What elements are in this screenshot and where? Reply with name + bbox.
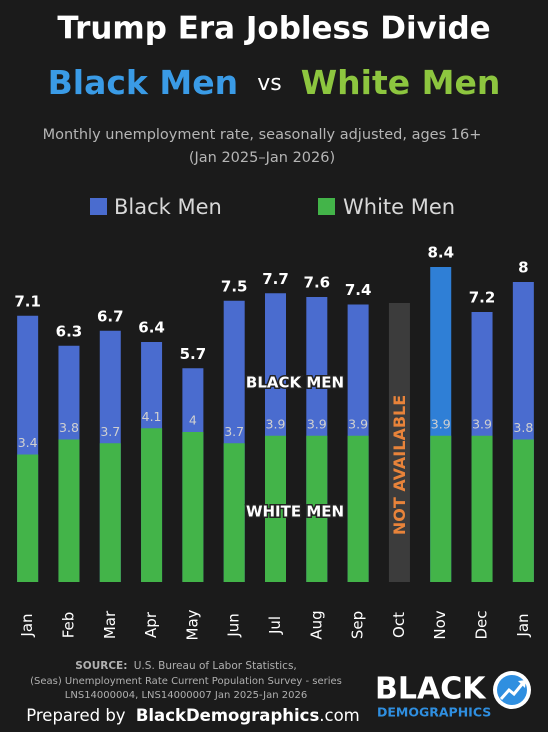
value-label: 3.8 xyxy=(513,420,533,435)
chart-title: Trump Era Jobless Divide xyxy=(57,11,490,47)
x-tick-label: Feb xyxy=(59,612,77,639)
value-label: 7.4 xyxy=(345,281,372,299)
prepared-site: BlackDemographics xyxy=(136,706,320,725)
logo-black: BLACK xyxy=(375,672,487,707)
value-label: 3.8 xyxy=(59,420,79,435)
bar xyxy=(512,439,534,582)
logo-circle xyxy=(497,675,527,705)
bar xyxy=(265,435,286,582)
value-label: 8 xyxy=(518,259,528,277)
prepared-text: Prepared by xyxy=(26,706,126,725)
value-label: 7.7 xyxy=(262,270,289,288)
source-line: U.S. Bureau of Labor Statistics, xyxy=(134,660,297,672)
subtitle-white: White Men xyxy=(301,63,501,102)
x-tick-label: Oct xyxy=(390,612,408,638)
source-line: LNS14000004, LNS14000007 Jan 2025-Jan 20… xyxy=(65,690,307,701)
logo-arrow xyxy=(499,682,525,700)
value-label: 3.9 xyxy=(472,416,492,431)
value-label: 4.1 xyxy=(142,409,162,424)
value-label: 7.6 xyxy=(304,274,331,292)
bar xyxy=(471,435,493,582)
bar xyxy=(99,443,121,582)
bar-annotation: WHITE MEN xyxy=(246,503,344,521)
x-tick-label: Jul xyxy=(266,616,284,635)
source-line: (Seas) Unemployment Rate Current Populat… xyxy=(30,676,342,687)
source: SOURCE: U.S. Bureau of Labor Statistics, xyxy=(75,660,297,672)
value-label: 7.2 xyxy=(469,289,496,307)
x-tick-label: Mar xyxy=(101,610,119,639)
bar xyxy=(141,428,163,582)
value-label: 3.9 xyxy=(431,416,451,431)
note: (Jan 2025–Jan 2026) xyxy=(189,150,335,166)
bar xyxy=(347,435,369,582)
value-label: 7.5 xyxy=(221,277,248,295)
value-label: 3.4 xyxy=(18,435,38,450)
x-tick-label: Sep xyxy=(349,611,367,639)
legend-swatch xyxy=(318,198,335,215)
value-label: 6.7 xyxy=(97,307,124,325)
bar xyxy=(223,443,245,582)
x-tick-label: Nov xyxy=(431,610,449,639)
value-label: 4 xyxy=(189,413,197,428)
value-label: 8.4 xyxy=(427,244,454,262)
value-label: 7.1 xyxy=(14,292,41,310)
legend-label: White Men xyxy=(343,195,455,219)
chart-subtitle: Black Men vs White Men xyxy=(48,63,501,102)
x-tick-label: Aug xyxy=(307,610,325,639)
legend-label: Black Men xyxy=(114,195,222,219)
note: Monthly unemployment rate, seasonally ad… xyxy=(43,127,482,143)
bar xyxy=(306,435,328,582)
value-label: 3.9 xyxy=(348,416,368,431)
value-label: 6.4 xyxy=(138,319,165,337)
not-available-bar xyxy=(388,303,410,582)
value-label: 3.7 xyxy=(100,424,120,439)
bar xyxy=(430,435,452,582)
prepared-domain: .com xyxy=(319,706,360,725)
prepared-by: Prepared by BlackDemographics.com xyxy=(26,706,360,725)
bar xyxy=(58,439,80,582)
bar xyxy=(17,454,39,582)
subtitle-black: Black Men xyxy=(48,63,238,102)
logo-demographics: DEMOGRAPHICS xyxy=(377,705,491,720)
value-label: 3.9 xyxy=(266,416,286,431)
value-label: 6.3 xyxy=(56,322,83,340)
not-available-label: NOT AVAILABLE xyxy=(390,395,409,535)
value-label: 5.7 xyxy=(180,345,207,363)
subtitle-vs: vs xyxy=(257,71,281,96)
plot: Jan 7.1 3.4 Feb 6.3 3.8 Mar 6.7 3.7 Apr 6.4 4.1 May 5… xyxy=(14,244,534,641)
x-tick-label: Jan xyxy=(18,613,36,637)
logo-arrow xyxy=(518,680,526,688)
x-tick-label: Apr xyxy=(142,611,160,638)
value-label: 3.7 xyxy=(224,424,244,439)
x-tick-label: Jan xyxy=(514,613,532,637)
source-label: SOURCE: xyxy=(75,660,127,672)
x-tick-label: May xyxy=(183,609,201,640)
x-tick-label: Jun xyxy=(225,613,243,637)
bar xyxy=(182,432,204,582)
value-label: 3.9 xyxy=(307,416,327,431)
bar-annotation: BLACK MEN xyxy=(246,374,344,392)
legend-swatch xyxy=(90,198,107,215)
x-tick-label: Dec xyxy=(473,610,491,639)
